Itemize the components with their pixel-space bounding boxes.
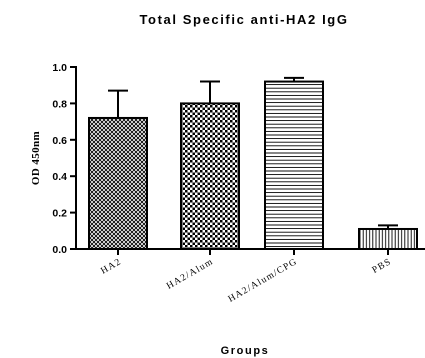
bar: [180, 102, 240, 251]
y-tick-label: 0.6: [52, 135, 67, 147]
x-tick-label: HA2/Alum/CPG: [227, 257, 300, 305]
bar: [358, 227, 418, 250]
chart-title: Total Specific anti-HA2 IgG: [139, 12, 348, 27]
bar: [88, 116, 148, 250]
y-tick-label: 0.2: [52, 208, 67, 220]
plot-area: 0.0 0.2 0.4 0.6 0.8 1.0 HA2 HA2/Alum HA2/Alum/CP…: [52, 62, 425, 305]
bar: [264, 80, 324, 250]
y-tick-label: 1.0: [52, 62, 67, 74]
x-tick-label: HA2: [99, 257, 123, 277]
x-tick-label: HA2/Alum: [165, 257, 215, 292]
y-tick-label: 0.0: [52, 244, 67, 256]
x-axis-label: Groups: [221, 345, 270, 357]
x-tick-label: PBS: [371, 257, 394, 276]
y-tick-label: 0.8: [52, 98, 67, 110]
y-axis-label: OD 450nm: [30, 131, 42, 185]
y-tick-label: 0.4: [52, 171, 67, 183]
